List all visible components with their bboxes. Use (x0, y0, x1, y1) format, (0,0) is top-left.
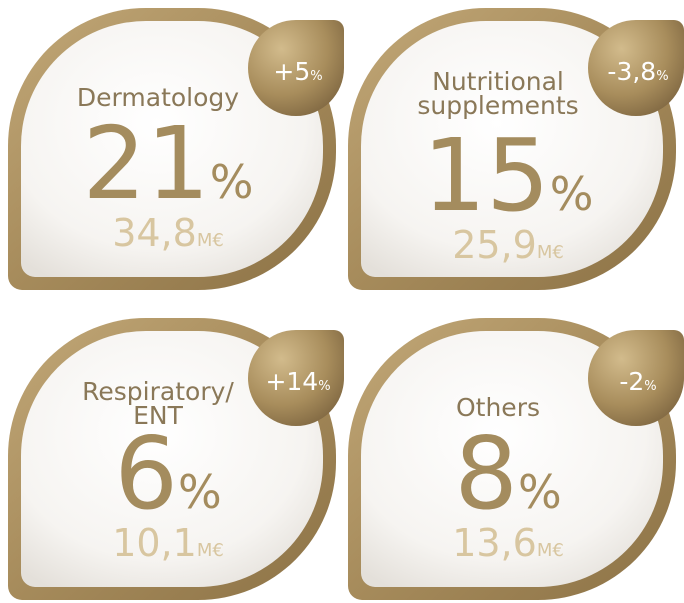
share-value: 6 (114, 415, 178, 532)
amount: 10,1M€ (112, 521, 224, 565)
amount-unit: M€ (197, 230, 224, 251)
change-badge: +5% (248, 20, 344, 116)
change: +14% (265, 367, 330, 396)
card-label: Respiratory/ (82, 377, 234, 406)
change-badge: +14% (248, 330, 344, 426)
change-value: -3,8 (607, 57, 656, 86)
share-value: 21 (83, 105, 210, 222)
amount-value: 25,9 (452, 223, 537, 267)
amount-unit: M€ (197, 540, 224, 561)
change-value: +14 (265, 367, 318, 396)
change-unit: % (644, 379, 656, 394)
card-label: supplements (417, 91, 578, 120)
change-badge: -3,8% (588, 20, 684, 116)
share: 15% (423, 117, 594, 234)
change-unit: % (656, 69, 668, 84)
change: -3,8% (607, 57, 668, 86)
change: -2% (619, 367, 656, 396)
change-value: -2 (619, 367, 644, 396)
amount: 34,8M€ (112, 211, 224, 255)
share: 6% (114, 415, 221, 532)
badge-shape (588, 330, 684, 426)
share-value: 15 (423, 117, 550, 234)
card-face (21, 331, 323, 587)
amount-value: 34,8 (112, 211, 197, 255)
card-label: Nutritional (432, 67, 564, 96)
amount-unit: M€ (537, 242, 564, 263)
share-unit: % (550, 167, 594, 221)
card-face (361, 331, 663, 587)
change-unit: % (318, 379, 330, 394)
card-face (361, 21, 663, 277)
card-label: Dermatology (77, 83, 239, 112)
share-unit: % (518, 465, 562, 519)
badge-shape (248, 330, 344, 426)
share: 8% (454, 415, 561, 532)
card-face (21, 21, 323, 277)
card-label: Others (456, 393, 540, 422)
badge-shape (248, 20, 344, 116)
share-unit: % (178, 465, 222, 519)
change: +5% (273, 57, 322, 86)
amount: 13,6M€ (452, 521, 564, 565)
share-unit: % (210, 155, 254, 209)
change-badge: -2% (588, 330, 684, 426)
amount-value: 13,6 (452, 521, 537, 565)
amount: 25,9M€ (452, 223, 564, 267)
amount-value: 10,1 (112, 521, 197, 565)
change-unit: % (310, 69, 322, 84)
share: 21% (83, 105, 254, 222)
badge-shape (588, 20, 684, 116)
amount-unit: M€ (537, 540, 564, 561)
card-label: ENT (133, 401, 183, 430)
change-value: +5 (273, 57, 310, 86)
share-value: 8 (454, 415, 518, 532)
